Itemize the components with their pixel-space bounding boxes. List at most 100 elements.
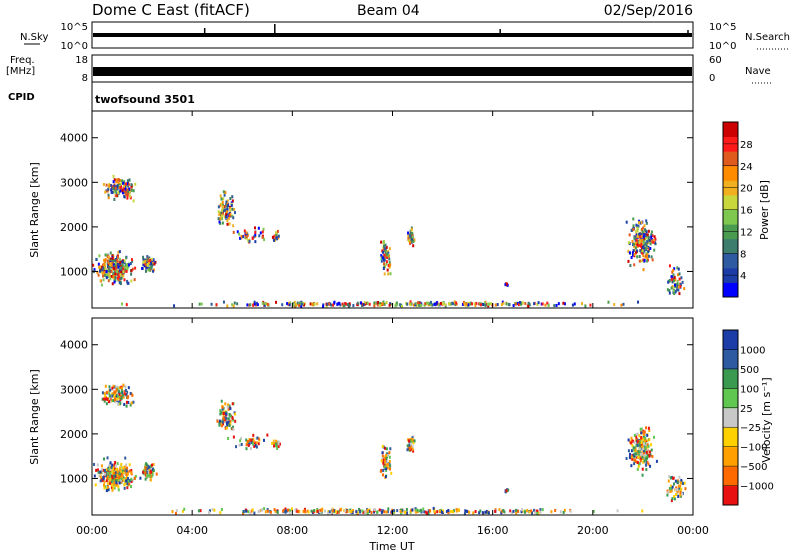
echo-cell: [96, 468, 99, 472]
echo-cell: [115, 478, 118, 482]
echo-cell: [117, 250, 120, 254]
echo-cell: [644, 234, 647, 238]
echo-cell: [638, 451, 641, 455]
echo-cell: [257, 226, 260, 230]
echo-cell: [645, 219, 648, 223]
echo-cell: [276, 441, 279, 445]
echo-cell: [115, 388, 118, 392]
echo-cell: [398, 303, 401, 307]
echo-cell: [152, 269, 155, 273]
echo-cell: [108, 265, 111, 269]
colorbar-swatch: [723, 485, 738, 506]
echo-cell: [668, 474, 671, 478]
echo-cell: [517, 509, 520, 513]
echo-cell: [263, 303, 266, 307]
echo-cell: [109, 251, 112, 255]
echo-cell: [679, 493, 682, 497]
echo-cell: [639, 457, 642, 461]
echo-cell: [149, 266, 152, 270]
echo-cell: [439, 508, 442, 512]
echo-cell: [104, 468, 107, 472]
echo-cell: [385, 458, 388, 462]
echo-cell: [226, 199, 229, 203]
freq-left-label: Freq.: [10, 55, 35, 66]
echo-cell: [155, 472, 158, 476]
echo-cell: [112, 263, 115, 267]
echo-cell: [639, 238, 642, 242]
echo-cell: [105, 474, 108, 478]
echo-cell: [108, 259, 111, 263]
echo-cell: [253, 441, 256, 445]
echo-cell: [332, 303, 335, 307]
echo-cell: [142, 255, 145, 259]
y-tick-label: 3000: [60, 383, 88, 396]
echo-cell: [637, 300, 640, 304]
echo-cell: [679, 481, 682, 485]
freq-left-tick-bottom: 8: [82, 73, 88, 84]
echo-cell: [463, 302, 466, 306]
echo-cell: [382, 300, 385, 304]
echo-cell: [676, 266, 679, 270]
echo-cell: [333, 509, 336, 513]
echo-cell: [302, 303, 305, 307]
echo-cell: [382, 256, 385, 260]
echo-cell: [651, 240, 654, 244]
echo-cell: [388, 247, 391, 251]
echo-cell: [634, 448, 637, 452]
echo-cell: [636, 241, 639, 245]
echo-cell: [671, 285, 674, 289]
echo-cell: [115, 468, 118, 472]
echo-cell: [635, 223, 638, 227]
echo-cell: [225, 200, 228, 204]
echo-cell: [113, 486, 116, 490]
echo-cell: [400, 304, 403, 308]
echo-cell: [103, 472, 106, 476]
echo-cell: [351, 511, 354, 515]
echo-cell: [633, 433, 636, 437]
echo-cell: [247, 443, 250, 447]
echo-cell: [324, 509, 327, 513]
echo-cell: [648, 238, 651, 242]
echo-cell: [388, 455, 391, 459]
echo-cell: [646, 456, 649, 460]
echo-cell: [113, 471, 116, 475]
echo-cell: [368, 302, 371, 306]
echo-cell: [504, 283, 507, 287]
echo-cell: [487, 511, 490, 515]
echo-cell: [633, 263, 636, 267]
echo-cell: [636, 235, 639, 239]
echo-cell: [533, 302, 536, 306]
echo-cell: [103, 271, 106, 275]
echo-cell: [628, 251, 631, 255]
echo-cell: [505, 282, 508, 286]
echo-cell: [644, 463, 647, 467]
noise-left-tick-bottom: 10^0: [61, 41, 88, 52]
echo-cell: [109, 464, 112, 468]
echo-cell: [500, 303, 503, 307]
echo-cell: [383, 262, 386, 266]
echo-cell: [127, 386, 130, 390]
echo-cell: [433, 509, 436, 513]
echo-cell: [253, 444, 256, 448]
echo-cell: [129, 262, 132, 266]
echo-cell: [637, 455, 640, 459]
echo-cell: [130, 272, 133, 276]
echo-cell: [642, 246, 645, 250]
echo-cell: [418, 303, 421, 307]
echo-cell: [257, 442, 260, 446]
echo-cell: [148, 262, 151, 266]
echo-cell: [631, 457, 634, 461]
echo-cell: [416, 301, 419, 305]
echo-cell: [639, 235, 642, 239]
echo-cell: [321, 508, 324, 512]
echo-cell: [537, 511, 540, 515]
echo-cell: [141, 266, 144, 270]
echo-cell: [647, 250, 650, 254]
echo-cell: [107, 477, 110, 481]
echo-cell: [298, 303, 301, 307]
echo-cell: [382, 240, 385, 244]
echo-cell: [252, 235, 255, 239]
noise-left-label: N.Sky: [20, 32, 48, 43]
echo-cell: [145, 258, 148, 262]
echo-cell: [108, 479, 111, 483]
